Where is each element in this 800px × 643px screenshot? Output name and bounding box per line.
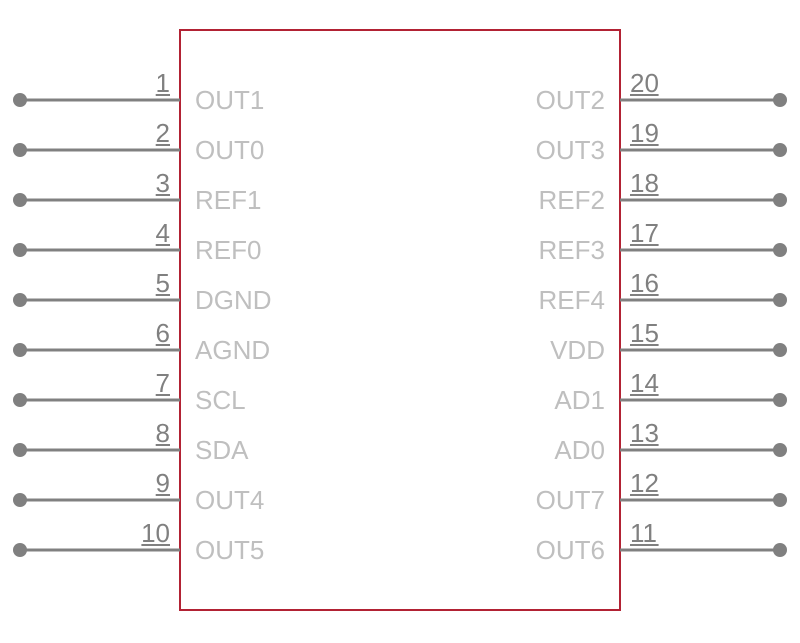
pin-number: 20 <box>630 68 659 98</box>
pin-label: OUT6 <box>536 535 605 565</box>
pin-label: OUT1 <box>195 85 264 115</box>
pin-number: 13 <box>630 418 659 448</box>
pin-terminal <box>13 143 27 157</box>
pin-terminal <box>13 243 27 257</box>
pin-terminal <box>13 193 27 207</box>
pin-label: REF2 <box>539 185 605 215</box>
pin-number: 12 <box>630 468 659 498</box>
pin-number: 4 <box>156 218 170 248</box>
pin-terminal <box>773 493 787 507</box>
pin-terminal <box>13 293 27 307</box>
pin-terminal <box>773 543 787 557</box>
pin-label: SDA <box>195 435 249 465</box>
pin-label: OUT4 <box>195 485 264 515</box>
pin-number: 14 <box>630 368 659 398</box>
pin-terminal <box>773 143 787 157</box>
pin-number: 5 <box>156 268 170 298</box>
pin-label: DGND <box>195 285 272 315</box>
pin-number: 6 <box>156 318 170 348</box>
pin-label: OUT5 <box>195 535 264 565</box>
pin-label: AD1 <box>554 385 605 415</box>
pin-terminal <box>773 93 787 107</box>
chip-body <box>180 30 620 610</box>
pin-label: OUT0 <box>195 135 264 165</box>
pin-label: AGND <box>195 335 270 365</box>
pin-number: 11 <box>630 518 657 548</box>
pin-label: SCL <box>195 385 246 415</box>
pin-label: REF1 <box>195 185 261 215</box>
pin-terminal <box>773 393 787 407</box>
pin-label: OUT2 <box>536 85 605 115</box>
pin-label: REF3 <box>539 235 605 265</box>
pin-number: 17 <box>630 218 659 248</box>
pin-number: 9 <box>156 468 170 498</box>
pin-terminal <box>13 543 27 557</box>
pin-label: AD0 <box>554 435 605 465</box>
pin-number: 16 <box>630 268 659 298</box>
pin-label: OUT3 <box>536 135 605 165</box>
pin-terminal <box>13 93 27 107</box>
pin-number: 1 <box>156 68 170 98</box>
pin-number: 7 <box>156 368 170 398</box>
pin-number: 10 <box>141 518 170 548</box>
pin-label: REF0 <box>195 235 261 265</box>
pin-label: OUT7 <box>536 485 605 515</box>
pin-terminal <box>773 243 787 257</box>
pin-terminal <box>773 343 787 357</box>
pin-terminal <box>773 443 787 457</box>
pin-terminal <box>773 293 787 307</box>
pin-terminal <box>13 493 27 507</box>
pin-label: REF4 <box>539 285 605 315</box>
pin-number: 19 <box>630 118 659 148</box>
pin-number: 18 <box>630 168 659 198</box>
pin-number: 15 <box>630 318 659 348</box>
pin-terminal <box>13 393 27 407</box>
pin-terminal <box>773 193 787 207</box>
pin-number: 2 <box>156 118 170 148</box>
pin-number: 3 <box>156 168 170 198</box>
pin-label: VDD <box>550 335 605 365</box>
pin-number: 8 <box>156 418 170 448</box>
pin-terminal <box>13 443 27 457</box>
pin-terminal <box>13 343 27 357</box>
